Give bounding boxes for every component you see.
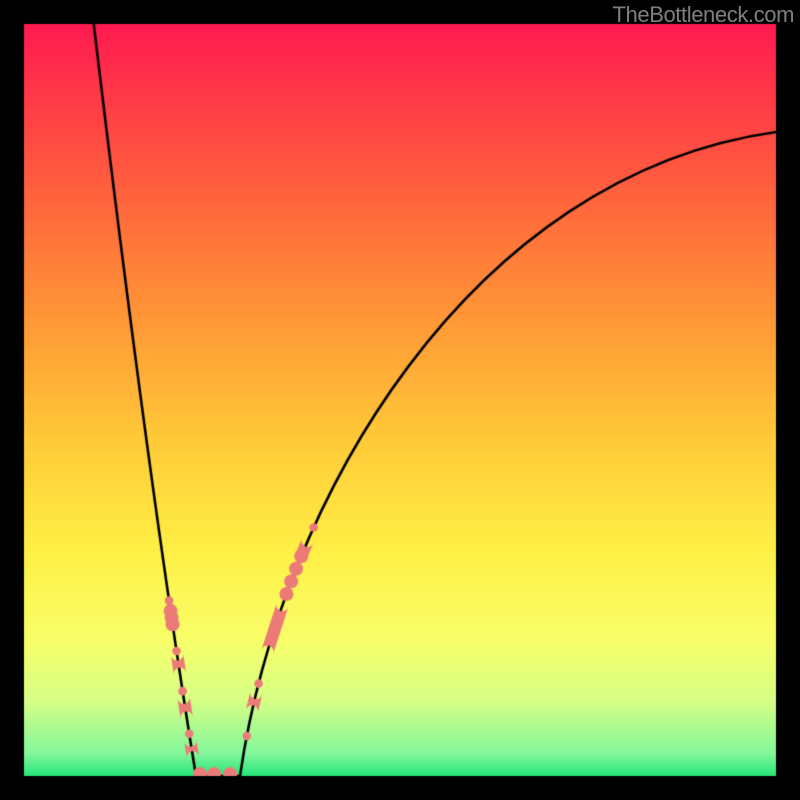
chart-stage: TheBottleneck.com xyxy=(0,0,800,800)
bottleneck-v-curve-canvas xyxy=(0,0,800,800)
watermark-text: TheBottleneck.com xyxy=(612,2,794,28)
